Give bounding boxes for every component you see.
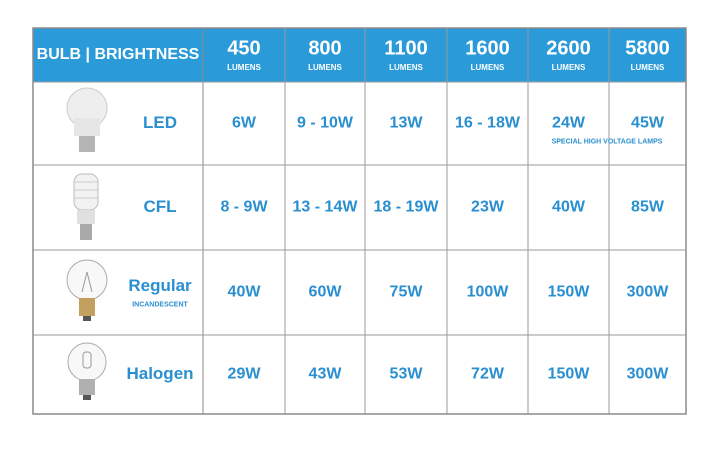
wattage: 8 - 9W: [220, 199, 268, 216]
wattage: 24W: [552, 115, 586, 132]
cfl-bulb-icon: [73, 173, 99, 240]
lumen-unit: LUMENS: [552, 63, 586, 72]
wattage: 45W: [631, 115, 665, 132]
lumen-unit: LUMENS: [227, 63, 261, 72]
wattage: 16 - 18W: [455, 115, 521, 132]
bulb-name: LED: [143, 113, 177, 132]
lumen-value: 1600: [465, 37, 510, 59]
wattage: 60W: [309, 284, 343, 301]
wattage: 13W: [390, 115, 424, 132]
led-bulb-icon: [66, 87, 108, 152]
wattage: 23W: [471, 199, 505, 216]
table-border: [32, 27, 687, 415]
wattage: 29W: [228, 366, 262, 383]
lumen-unit: LUMENS: [308, 63, 342, 72]
wattage: 150W: [548, 284, 591, 301]
halogen-bulb-icon: [67, 342, 107, 400]
wattage: 18 - 19W: [374, 199, 440, 216]
wattage: 40W: [552, 199, 586, 216]
bulb-name: Halogen: [126, 364, 193, 383]
lumen-value: 1100: [384, 37, 427, 59]
lumen-unit: LUMENS: [389, 63, 423, 72]
wattage: 9 - 10W: [297, 115, 354, 132]
wattage: 75W: [390, 284, 424, 301]
lumen-value: 450: [227, 37, 260, 59]
lumen-value: 2600: [546, 37, 591, 59]
wattage: 300W: [627, 366, 670, 383]
bulb-subtitle: INCANDESCENT: [132, 301, 188, 308]
wattage: 6W: [232, 115, 257, 132]
lumen-value: 800: [308, 37, 341, 59]
wattage: 150W: [548, 366, 591, 383]
row-note: SPECIAL HIGH VOLTAGE LAMPS: [552, 138, 663, 145]
bulb-name: Regular: [128, 276, 192, 295]
wattage: 300W: [627, 284, 670, 301]
lumen-value: 5800: [625, 37, 670, 59]
header-bar: [33, 28, 686, 82]
wattage: 53W: [390, 366, 424, 383]
wattage: 13 - 14W: [293, 199, 359, 216]
header-label: BULB | BRIGHTNESS: [37, 46, 200, 63]
wattage: 40W: [228, 284, 262, 301]
lumen-unit: LUMENS: [631, 63, 665, 72]
wattage: 100W: [467, 284, 510, 301]
bulb-name: CFL: [143, 197, 176, 216]
wattage: 43W: [309, 366, 343, 383]
lumen-unit: LUMENS: [471, 63, 505, 72]
wattage: 72W: [471, 366, 505, 383]
regular-bulb-icon: [66, 259, 108, 321]
wattage: 85W: [631, 199, 665, 216]
